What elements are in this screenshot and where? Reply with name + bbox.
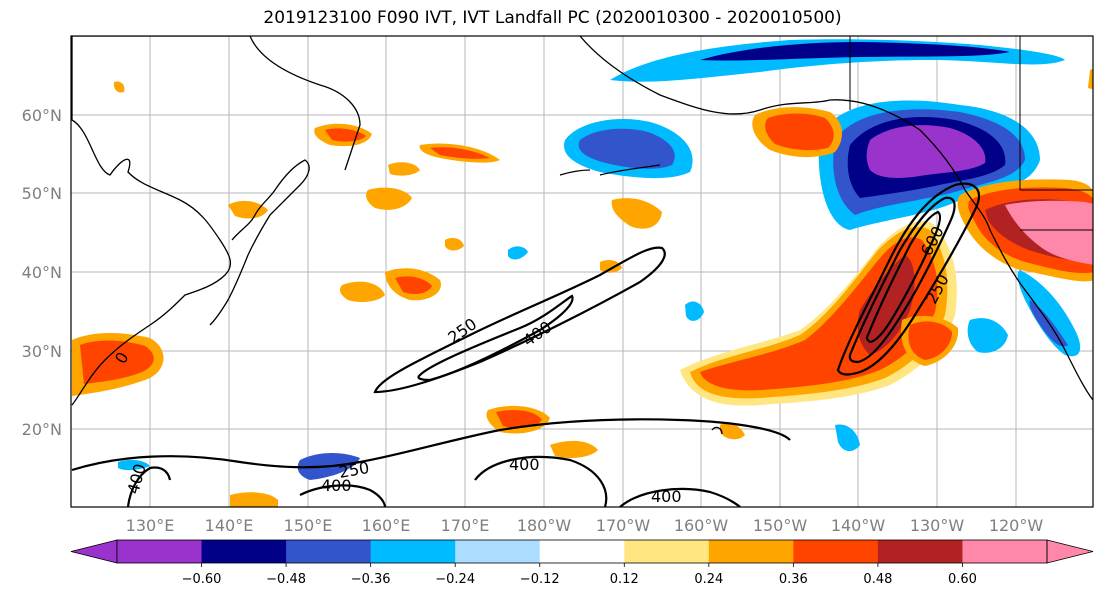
colorbar-tick-label: 0.36	[779, 572, 808, 587]
colorbar-segment	[117, 540, 203, 563]
map-title: 2019123100 F090 IVT, IVT Landfall PC (20…	[263, 8, 842, 28]
coastlines	[71, 36, 1093, 435]
ivt-contours	[71, 182, 980, 507]
colorbar: −0.60 −0.48 −0.36 −0.24 −0.12 0.12 0.24 0.36 0.4…	[70, 539, 1094, 587]
colorbar-segment	[624, 540, 710, 563]
ivt-250-west	[373, 246, 666, 394]
colorbar-segment	[793, 540, 879, 563]
contour-label: 400	[321, 476, 352, 495]
latitude-labels: 60°N 50°N 40°N 30°N 20°N	[22, 106, 62, 439]
ivt-400-south-a	[299, 484, 387, 507]
negative-region-california	[1017, 270, 1081, 357]
pc-shading	[72, 39, 1093, 507]
lon-tick-label: 150°W	[753, 516, 808, 535]
lon-tick-label: 130°E	[126, 516, 175, 535]
lat-tick-label: 60°N	[22, 106, 62, 125]
lon-tick-label: 160°W	[674, 516, 729, 535]
colorbar-tick-label: 0.24	[694, 572, 723, 587]
colorbar-tick-label: −0.48	[266, 572, 306, 587]
ivt-400-south-c	[619, 487, 741, 507]
ivt-250-east	[836, 182, 980, 376]
lon-tick-label: 140°E	[205, 516, 254, 535]
lon-tick-label: 170°W	[596, 516, 651, 535]
lat-tick-label: 40°N	[22, 263, 62, 282]
colorbar-tick-label: −0.24	[435, 572, 475, 587]
colorbar-segment	[877, 540, 963, 563]
colorbar-tick-label: −0.12	[520, 572, 560, 587]
contour-label: 400	[651, 487, 682, 506]
colorbar-segment	[962, 540, 1048, 563]
ivt-400-asia	[126, 466, 172, 507]
colorbar-arrow-right	[1046, 539, 1094, 564]
colorbar-segment	[286, 540, 372, 563]
lon-tick-label: 120°W	[989, 516, 1044, 535]
kamchatka-coast	[72, 36, 361, 171]
asia-coast	[71, 36, 232, 406]
lat-tick-label: 20°N	[22, 420, 62, 439]
lon-tick-label: 160°E	[362, 516, 411, 535]
colorbar-tick-label: −0.36	[351, 572, 391, 587]
colorbar-segment	[455, 540, 541, 563]
ivt-600-east	[865, 210, 942, 344]
colorbar-border	[116, 539, 1048, 564]
longitude-labels: 130°E 140°E 150°E 160°E 170°E 180°W 170°W 160°W…	[126, 516, 1044, 535]
colorbar-segment	[201, 540, 287, 563]
ivt-250-south	[71, 418, 791, 472]
lon-tick-label: 150°E	[284, 516, 333, 535]
colorbar-tick-label: 0.60	[948, 572, 977, 587]
hawaii	[711, 426, 723, 435]
lon-tick-label: 140°W	[831, 516, 886, 535]
ivt-400-south-b	[474, 455, 608, 507]
lon-tick-label: 130°W	[910, 516, 965, 535]
colorbar-segment	[708, 540, 794, 563]
ivt-400-east	[848, 196, 956, 364]
map-frame	[70, 35, 1094, 508]
colorbar-tick-label: 0.12	[610, 572, 639, 587]
colorbar-tick-label: 0.48	[863, 572, 892, 587]
colorbar-arrow-left	[70, 539, 118, 564]
alaska-coast	[579, 36, 1093, 401]
lon-tick-label: 180°W	[517, 516, 572, 535]
lat-tick-label: 50°N	[22, 184, 62, 203]
contour-label: 400	[509, 455, 540, 474]
colorbar-tick-label: −0.60	[182, 572, 222, 587]
aleutians	[559, 164, 661, 176]
lon-tick-label: 170°E	[441, 516, 490, 535]
colorbar-segment	[539, 540, 625, 563]
japan-coast	[209, 159, 310, 326]
lat-tick-label: 30°N	[22, 342, 62, 361]
colorbar-segment	[370, 540, 456, 563]
ivt-400-west	[417, 294, 574, 382]
borders	[849, 36, 1093, 231]
